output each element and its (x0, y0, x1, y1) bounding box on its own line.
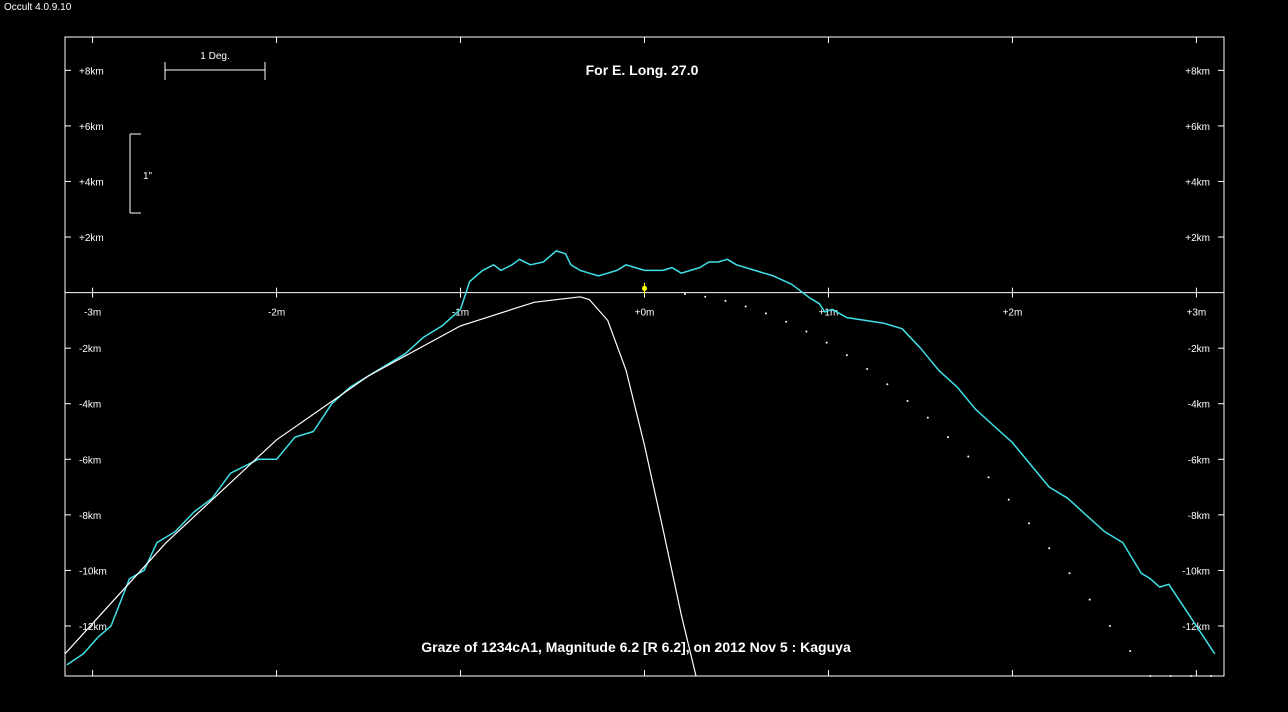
y-tick-label-right: -2km (1188, 344, 1210, 355)
southern-limit-dot (947, 436, 950, 439)
southern-limit-dot (1108, 624, 1111, 627)
x-tick-label: +3m (1187, 308, 1207, 319)
y-tick-label-right: +8km (1185, 66, 1210, 77)
y-tick-label-left: -8km (79, 511, 101, 522)
arcsec-scale-bar: 1" (129, 133, 153, 214)
limb-profile-line (66, 250, 1216, 666)
y-tick-label-left: -10km (79, 566, 107, 577)
x-tick-label: +1m (819, 308, 839, 319)
y-tick-label-right: +4km (1185, 177, 1210, 188)
southern-limit-dot (704, 295, 707, 298)
y-tick-label-right: +6km (1185, 122, 1210, 133)
southern-limit-dot (785, 320, 788, 323)
y-tick-label-right: -12km (1182, 622, 1210, 633)
x-tick-label: -2m (268, 308, 285, 319)
southern-limit-dot (987, 476, 990, 479)
southern-limit-dot (866, 368, 869, 371)
star-marker (642, 285, 647, 291)
x-tick-label: +2m (1003, 308, 1023, 319)
x-tick-label: +0m (635, 308, 655, 319)
southern-limit-dot (906, 399, 909, 402)
degree-scale-bar: 1 Deg. (164, 51, 266, 80)
app-title: Occult 4.0.9.10 (4, 2, 72, 13)
southern-limit-dot (845, 354, 848, 357)
y-tick-label-left: +2km (79, 233, 104, 244)
x-tick-label: -3m (84, 308, 101, 319)
southern-limit-dot (764, 312, 767, 315)
southern-limit-dot (926, 416, 929, 419)
southern-limit-dot (1048, 547, 1051, 550)
y-tick-label-right: -8km (1188, 511, 1210, 522)
y-tick-label-left: +6km (79, 122, 104, 133)
southern-limit-dot (1088, 598, 1091, 601)
y-tick-label-right: -10km (1182, 566, 1210, 577)
chart-title: For E. Long. 27.0 (586, 62, 699, 78)
southern-limit-dot (1210, 675, 1213, 677)
southern-limit-dot (744, 305, 747, 308)
arcsec-scale-label: 1" (143, 171, 153, 182)
southern-limit-dot (886, 383, 889, 386)
y-tick-label-left: -4km (79, 400, 101, 411)
southern-limit-dot (1169, 675, 1172, 677)
y-tick-label-left: -2km (79, 344, 101, 355)
y-tick-label-left: -6km (79, 455, 101, 466)
southern-limit-dot (1068, 572, 1071, 575)
y-tick-label-right: -4km (1188, 400, 1210, 411)
y-tick-label-right: +2km (1185, 233, 1210, 244)
southern-limit-dot (1027, 522, 1030, 525)
y-tick-label-left: +4km (79, 177, 104, 188)
plot-frame (64, 36, 1225, 677)
y-tick-label-left: +8km (79, 66, 104, 77)
southern-limit-dot (1189, 675, 1192, 677)
southern-limit-dot (1129, 649, 1132, 652)
southern-limit-dot (1149, 675, 1152, 677)
northern-limit-line (64, 296, 697, 677)
southern-limit-dot (683, 292, 686, 295)
chart-subtitle: Graze of 1234cA1, Magnitude 6.2 [R 6.2],… (421, 639, 851, 655)
southern-limit-dot (724, 299, 727, 302)
x-tick-label: -1m (452, 308, 469, 319)
southern-limit-dot (805, 330, 808, 333)
southern-limit-dot (825, 341, 828, 344)
y-tick-label-right: -6km (1188, 455, 1210, 466)
southern-limit-dot (1007, 498, 1010, 501)
southern-limit-dot (967, 455, 970, 458)
degree-scale-label: 1 Deg. (200, 51, 229, 62)
y-tick-label-left: -12km (79, 622, 107, 633)
